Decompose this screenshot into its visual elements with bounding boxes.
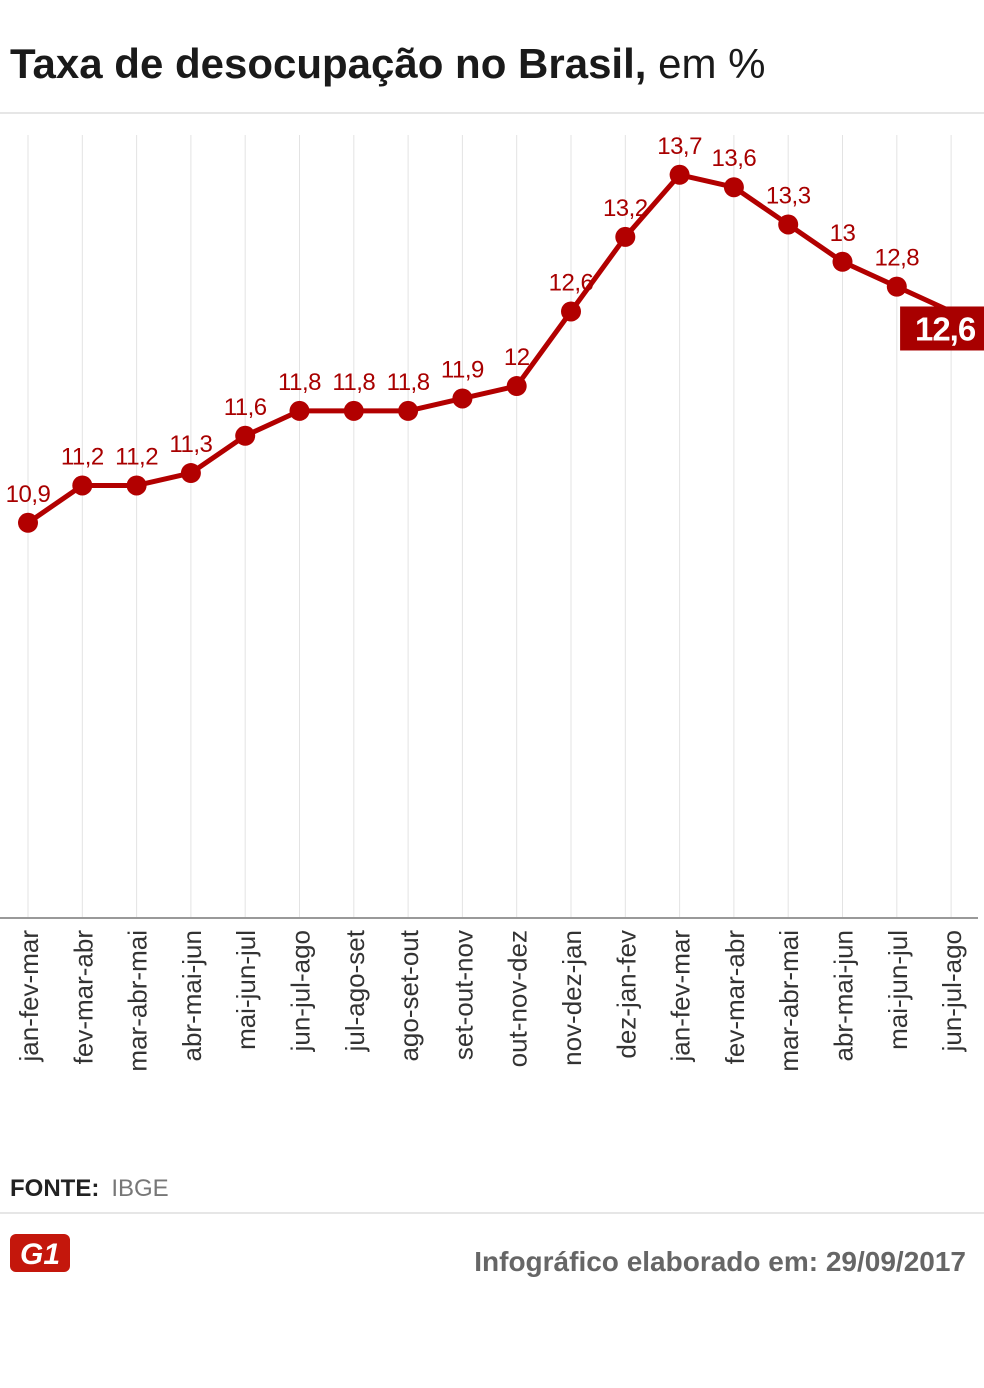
data-label: 13,3 — [766, 182, 811, 209]
x-tick-label: nov-dez-jan — [557, 930, 587, 1066]
data-label: 13,6 — [712, 145, 757, 172]
x-tick-label: fev-mar-abr — [68, 930, 98, 1065]
data-point — [289, 400, 310, 421]
data-label: 13,2 — [603, 195, 648, 222]
data-point — [398, 400, 419, 421]
x-tick-label: abr-mai-jun — [177, 930, 207, 1062]
data-label: 11,2 — [115, 443, 158, 470]
footer-divider — [0, 1212, 984, 1214]
x-tick-label: jun-jul-ago — [286, 930, 316, 1052]
data-label: 11,8 — [278, 369, 321, 396]
x-tick-label: abr-mai-jun — [829, 930, 859, 1062]
data-label: 12,8 — [874, 245, 919, 272]
data-label: 11,6 — [224, 394, 267, 421]
data-label: 12,6 — [549, 269, 594, 296]
data-point — [615, 226, 636, 247]
data-label: 11,2 — [61, 443, 104, 470]
data-point — [506, 376, 527, 397]
x-tick-label: ago-set-out — [394, 929, 424, 1061]
source-value: IBGE — [111, 1175, 169, 1202]
x-tick-label: jan-fev-mar — [14, 930, 44, 1063]
source-line: FONTE: IBGE — [10, 1175, 169, 1203]
data-point — [723, 177, 744, 198]
logo-text: G1 — [20, 1238, 60, 1271]
data-point — [343, 400, 364, 421]
data-label: 11,9 — [441, 356, 484, 383]
last-value-label: 12,6 — [915, 310, 976, 347]
x-tick-label: dez-jan-fev — [611, 930, 641, 1059]
data-label: 10,9 — [6, 481, 51, 508]
infographic-date: Infográfico elaborado em: 29/09/2017 — [474, 1246, 966, 1277]
x-tick-label: mar-abr-mai — [774, 930, 804, 1072]
title-main: Taxa de desocupação no Brasil, — [10, 40, 647, 87]
data-point — [669, 164, 690, 185]
chart-title: Taxa de desocupação no Brasil, em % — [10, 40, 765, 88]
x-tick-label: mai-jun-jul — [231, 930, 261, 1050]
data-point — [832, 251, 853, 272]
g1-logo: G1 — [10, 1234, 70, 1272]
title-unit: em % — [658, 40, 766, 87]
data-point — [18, 512, 38, 533]
data-point — [126, 475, 147, 496]
x-tick-label: jun-jul-ago — [937, 930, 967, 1052]
x-tick-label: mai-jun-jul — [883, 930, 913, 1050]
data-point — [235, 425, 256, 446]
data-label: 11,3 — [169, 431, 212, 458]
source-label: FONTE: — [10, 1175, 100, 1202]
x-tick-label: mar-abr-mai — [123, 930, 153, 1072]
series-line — [25, 172, 954, 526]
x-tick-label: jan-fev-mar — [666, 930, 696, 1063]
data-label: 11,8 — [387, 369, 430, 396]
data-label: 13,7 — [657, 133, 702, 160]
data-point — [561, 301, 581, 322]
data-label: 11,8 — [332, 369, 375, 396]
data-point — [886, 276, 907, 297]
data-point — [72, 475, 93, 496]
data-point — [452, 388, 473, 409]
data-label: 13 — [830, 220, 856, 247]
line-chart: 10,9 11,2 11,2 11,3 11,6 11,8 11,8 11,8 11,9 12 12… — [0, 133, 984, 1072]
last-value-badge — [900, 306, 984, 351]
data-point — [778, 214, 799, 235]
x-tick-label: out-nov-dez — [503, 930, 533, 1067]
header-divider — [0, 112, 984, 114]
x-tick-label: fev-mar-abr — [720, 930, 750, 1065]
data-label: 12 — [504, 344, 530, 371]
x-tick-label: jul-ago-set — [340, 929, 370, 1052]
x-tick-label: set-out-nov — [448, 930, 478, 1060]
data-point — [180, 463, 201, 484]
